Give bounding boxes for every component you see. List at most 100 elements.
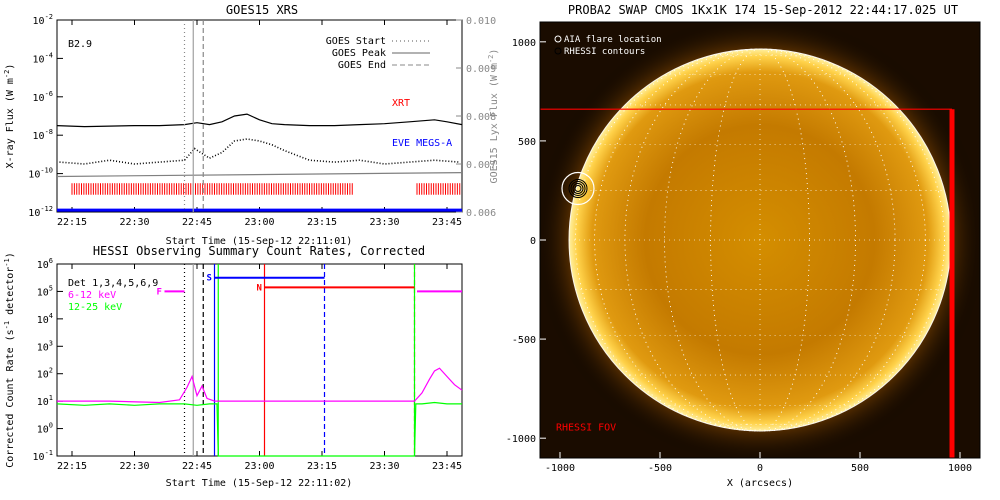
- swap-ytick-label: 500: [518, 137, 536, 148]
- swap-panel: PROBA2 SWAP CMOS 1Kx1K 174 15-Sep-2012 2…: [506, 3, 981, 489]
- goes-event-lines: [183, 20, 204, 212]
- goes-y2label: GOES15 Lyx Flux (W m-2): [487, 49, 500, 184]
- goes-ytick-label: 10-6: [33, 90, 53, 104]
- goes-ytick-label: 10-4: [33, 51, 53, 65]
- rhessi-contour: [572, 182, 584, 194]
- hessi-x-axis: 22:15 22:30 22:45 23:00 23:15 23:30 23:45: [57, 264, 462, 472]
- swap-legend: AIA flare location RHESSI contours: [554, 35, 662, 57]
- goes-ytick-label: 10-10: [28, 167, 53, 181]
- hessi-event-lines: [183, 264, 416, 456]
- goes-y2tick-label: 0.010: [466, 16, 496, 27]
- hessi-panel: HESSI Observing Summary Count Rates, Cor…: [3, 244, 463, 489]
- goes-series: [56, 113, 463, 212]
- goes-ytick-label: 10-8: [33, 128, 53, 142]
- goes-xtick-label: 23:30: [369, 217, 399, 228]
- goes-xtick-label: 22:15: [57, 217, 87, 228]
- goes-ytick-label: 10-2: [33, 13, 53, 27]
- goes-y2tick-label: 0.009: [466, 64, 496, 75]
- hessi-flag-bars: F S N: [157, 274, 462, 297]
- goes-legend: GOES Start GOES Peak GOES End: [326, 36, 430, 71]
- legend-detectors: Det 1,3,4,5,6,9: [68, 278, 158, 289]
- goes-panel: GOES15 XRS 10-12 10-10 10-8 10-6 10-4 10-2 0.…: [3, 3, 500, 247]
- hessi-legend: Det 1,3,4,5,6,9 6-12 keV 12-25 keV: [68, 278, 158, 313]
- hessi-xtick-label: 23:15: [307, 461, 337, 472]
- hessi-series-line: [56, 401, 462, 457]
- goes-series-line: [56, 113, 463, 128]
- aia-flare-circle: [561, 171, 595, 206]
- hessi-flag-label: S: [207, 274, 212, 284]
- label-eve: EVE MEGS-A: [392, 138, 452, 149]
- legend-goes-start: GOES Start: [326, 36, 386, 47]
- hessi-ytick-label: 101: [37, 394, 53, 408]
- goes-y2tick-label: 0.006: [466, 208, 496, 219]
- goes-series-line: [59, 138, 460, 165]
- goes-class-text: B2.9: [68, 39, 92, 50]
- legend-12-25-kev: 12-25 keV: [68, 302, 122, 313]
- swap-xtick-label: 0: [757, 463, 763, 474]
- swap-ytick-label: 1000: [512, 38, 536, 49]
- goes-series-line: [56, 172, 463, 178]
- goes-xtick-label: 23:15: [307, 217, 337, 228]
- hessi-ytick-label: 104: [37, 312, 53, 326]
- goes-y2tick-label: 0.007: [466, 160, 496, 171]
- swap-title: PROBA2 SWAP CMOS 1Kx1K 174 15-Sep-2012 2…: [568, 3, 958, 17]
- rhessi-fov-label: RHESSI FOV: [556, 422, 616, 433]
- legend-goes-peak: GOES Peak: [332, 48, 386, 59]
- swap-ytick-label: 0: [530, 236, 536, 247]
- goes-ytick-label: 10-12: [28, 205, 53, 219]
- goes-xlabel: Start Time (15-Sep-12 22:11:01): [166, 236, 353, 247]
- hessi-y-axis: 10-1 100 101 102 103 104 105 106: [33, 257, 63, 463]
- swap-ytick-label: -1000: [506, 434, 536, 445]
- legend-aia-symbol: [554, 35, 562, 43]
- goes-xtick-label: 22:30: [119, 217, 149, 228]
- rhessi-contour: [568, 178, 588, 198]
- swap-xtick-label: 500: [851, 463, 869, 474]
- rhessi-fov-box: [540, 108, 955, 458]
- swap-ytick-label: -500: [512, 335, 536, 346]
- grid-longitude: [624, 48, 896, 432]
- legend-6-12-kev: 6-12 keV: [68, 290, 116, 301]
- hessi-series: [56, 367, 463, 457]
- hessi-ytick-label: 10-1: [33, 449, 53, 463]
- goes-xtick-label: 23:45: [432, 217, 462, 228]
- rhessi-contour: [574, 184, 582, 192]
- hessi-xtick-label: 23:00: [244, 461, 274, 472]
- hessi-xtick-label: 23:30: [369, 461, 399, 472]
- flare-marker: [561, 171, 595, 206]
- hessi-flag-label: N: [257, 283, 262, 293]
- hessi-ytick-label: 100: [37, 422, 53, 436]
- hessi-xtick-label: 23:45: [432, 461, 462, 472]
- goes-title: GOES15 XRS: [226, 3, 298, 17]
- hessi-xtick-label: 22:15: [57, 461, 87, 472]
- hessi-ylabel: Corrected Count Rate (s-1 detector-1): [3, 252, 16, 468]
- goes-red-ticks: [71, 183, 461, 195]
- grid-longitude: [664, 48, 856, 432]
- goes-xtick-label: 22:45: [182, 217, 212, 228]
- hessi-ytick-label: 102: [37, 367, 53, 381]
- swap-xtick-label: 1000: [948, 463, 972, 474]
- hessi-ytick-label: 105: [37, 284, 53, 298]
- legend-rhessi: RHESSI contours: [564, 47, 645, 57]
- label-xrt: XRT: [392, 98, 410, 109]
- goes-ylabel: X-ray Flux (W m-2): [3, 64, 16, 169]
- legend-rhessi-symbol: [554, 47, 562, 55]
- goes-y-axis: 10-12 10-10 10-8 10-6 10-4 10-2: [28, 13, 63, 219]
- hessi-series-line: [57, 367, 463, 404]
- hessi-ytick-label: 103: [37, 339, 53, 353]
- swap-y-axis: -1000 -500 0 500 1000: [506, 38, 546, 445]
- hessi-flag-label: F: [157, 287, 162, 297]
- hessi-xlabel: Start Time (15-Sep-12 22:11:02): [166, 478, 353, 489]
- goes-y2-axis: 0.006 0.007 0.008 0.009 0.010: [456, 16, 496, 219]
- goes-y2tick-label: 0.008: [466, 112, 496, 123]
- grid-longitude: [575, 48, 945, 432]
- goes-x-axis: 22:15 22:30 22:45 23:00 23:15 23:30 23:45: [57, 20, 462, 228]
- legend-aia: AIA flare location: [564, 35, 662, 45]
- swap-x-axis: -1000 -500 0 500 1000: [545, 452, 972, 474]
- swap-xtick-label: -1000: [545, 463, 575, 474]
- legend-goes-end: GOES End: [338, 60, 386, 71]
- hessi-title: HESSI Observing Summary Count Rates, Cor…: [93, 244, 425, 258]
- hessi-ytick-label: 106: [37, 257, 53, 271]
- swap-xtick-label: -500: [648, 463, 672, 474]
- goes-xtick-label: 23:00: [244, 217, 274, 228]
